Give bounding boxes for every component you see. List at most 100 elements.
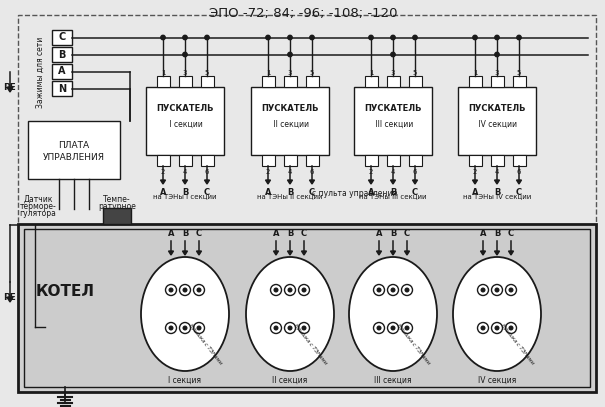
Text: 1: 1	[473, 70, 477, 76]
Circle shape	[205, 35, 209, 40]
Bar	[52, 47, 72, 62]
Bar	[491, 76, 503, 87]
Polygon shape	[390, 251, 396, 255]
Text: гулятора: гулятора	[19, 209, 56, 218]
Text: C: C	[204, 188, 210, 197]
Text: на ТЭНы I секции: на ТЭНы I секции	[153, 193, 217, 199]
Text: с пульта управления: с пульта управления	[312, 189, 397, 198]
Circle shape	[481, 326, 485, 330]
Text: 3: 3	[183, 70, 188, 76]
Circle shape	[506, 284, 517, 295]
Circle shape	[509, 288, 513, 292]
Polygon shape	[376, 251, 382, 255]
Text: на ТЭНы III секции: на ТЭНы III секции	[359, 193, 427, 199]
Circle shape	[377, 288, 381, 292]
Polygon shape	[301, 251, 307, 255]
Circle shape	[169, 326, 173, 330]
Text: 1: 1	[161, 70, 165, 76]
Bar	[284, 155, 296, 166]
Text: Крышка с ТЭНами: Крышка с ТЭНами	[396, 323, 430, 365]
Circle shape	[180, 284, 191, 295]
Text: IV секции: IV секции	[477, 120, 517, 129]
Bar	[408, 76, 422, 87]
Bar	[28, 121, 120, 179]
Text: реле: реле	[108, 209, 126, 218]
Text: C: C	[58, 33, 65, 42]
Text: 3: 3	[495, 70, 499, 76]
Text: B: B	[390, 229, 396, 238]
Bar	[468, 76, 482, 87]
Circle shape	[477, 284, 488, 295]
Circle shape	[391, 35, 395, 40]
Polygon shape	[517, 180, 522, 184]
Text: 4: 4	[495, 169, 499, 175]
Circle shape	[405, 288, 409, 292]
Text: B: B	[494, 188, 500, 197]
Bar	[178, 76, 192, 87]
Circle shape	[481, 288, 485, 292]
Polygon shape	[480, 251, 485, 255]
Text: УПРАВЛЕНИЯ: УПРАВЛЕНИЯ	[43, 153, 105, 162]
Text: II секции: II секции	[271, 120, 309, 129]
Text: ПЛАТА: ПЛАТА	[59, 140, 90, 149]
Ellipse shape	[141, 257, 229, 371]
Text: ПУСКАТЕЛЬ: ПУСКАТЕЛЬ	[156, 104, 214, 113]
Text: 2: 2	[266, 169, 270, 175]
Circle shape	[387, 284, 399, 295]
Bar	[146, 87, 224, 155]
Circle shape	[302, 288, 306, 292]
Circle shape	[373, 284, 385, 295]
Bar	[261, 76, 275, 87]
Bar	[200, 76, 214, 87]
Polygon shape	[287, 180, 292, 184]
Bar	[52, 64, 72, 79]
Polygon shape	[273, 251, 278, 255]
Circle shape	[491, 284, 503, 295]
Text: ПУСКАТЕЛЬ: ПУСКАТЕЛЬ	[468, 104, 526, 113]
Text: III секции: III секции	[373, 120, 413, 129]
Text: на ТЭНы IV секции: на ТЭНы IV секции	[463, 193, 531, 199]
Circle shape	[495, 53, 499, 57]
Text: 6: 6	[310, 169, 314, 175]
Circle shape	[387, 322, 399, 333]
Text: КОТЕЛ: КОТЕЛ	[36, 284, 94, 300]
Circle shape	[310, 35, 314, 40]
Bar	[103, 208, 131, 224]
Text: B: B	[58, 50, 66, 59]
Circle shape	[284, 284, 295, 295]
Text: 6: 6	[204, 169, 209, 175]
Text: 6: 6	[517, 169, 522, 175]
Circle shape	[402, 284, 413, 295]
Polygon shape	[287, 251, 292, 255]
Text: 5: 5	[517, 70, 521, 76]
Text: ратурное: ратурное	[98, 202, 136, 211]
Circle shape	[270, 284, 281, 295]
Text: Крышка с ТЭНами: Крышка с ТЭНами	[188, 323, 223, 365]
Circle shape	[161, 35, 165, 40]
Polygon shape	[160, 180, 166, 184]
Bar	[157, 155, 169, 166]
Text: III секция: III секция	[374, 376, 412, 385]
Text: A: A	[265, 188, 271, 197]
Circle shape	[194, 284, 204, 295]
Text: B: B	[494, 229, 500, 238]
Text: ПУСКАТЕЛЬ: ПУСКАТЕЛЬ	[364, 104, 422, 113]
Circle shape	[495, 288, 499, 292]
Circle shape	[288, 53, 292, 57]
Circle shape	[517, 35, 521, 40]
Text: 1: 1	[266, 70, 270, 76]
Circle shape	[166, 322, 177, 333]
Ellipse shape	[246, 257, 334, 371]
Text: A: A	[168, 229, 174, 238]
Circle shape	[183, 53, 187, 57]
Polygon shape	[413, 180, 417, 184]
Circle shape	[391, 288, 395, 292]
Bar	[284, 76, 296, 87]
Circle shape	[288, 326, 292, 330]
Text: Зажимы для сети: Зажимы для сети	[36, 36, 45, 107]
Text: A: A	[368, 188, 374, 197]
Bar	[261, 155, 275, 166]
Text: B: B	[182, 188, 188, 197]
Circle shape	[169, 288, 173, 292]
Circle shape	[377, 326, 381, 330]
